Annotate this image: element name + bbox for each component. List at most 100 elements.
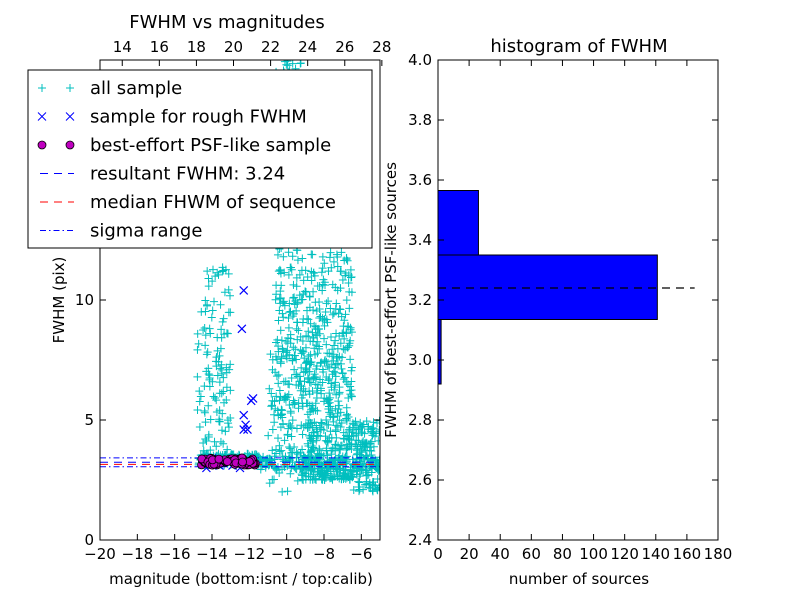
- all-sample-point: [338, 276, 347, 284]
- all-sample-point: [352, 454, 361, 463]
- all-sample-point: [213, 333, 222, 342]
- rough-sample-point: [237, 324, 247, 334]
- all-sample-point: [336, 339, 345, 348]
- all-sample-point: [304, 452, 313, 461]
- all-sample-point: [292, 380, 301, 389]
- all-sample-point: [213, 268, 222, 277]
- all-sample-point: [338, 369, 347, 378]
- rough-sample-point: [239, 425, 249, 435]
- scatter-y-tick-label: 0: [84, 531, 94, 549]
- all-sample-point: [270, 410, 279, 419]
- all-sample-point: [373, 474, 380, 483]
- all-sample-point: [206, 446, 215, 455]
- all-sample-point: [331, 440, 340, 449]
- all-sample-point: [302, 331, 311, 340]
- scatter-top-x-tick-label: 28: [372, 38, 391, 56]
- all-sample-point: [275, 396, 284, 405]
- all-sample-point: [335, 474, 344, 483]
- all-sample-point: [351, 417, 360, 426]
- all-sample-point: [320, 357, 329, 366]
- scatter-y-tick-label: 10: [75, 291, 94, 309]
- all-sample-point: [290, 300, 299, 309]
- all-sample-point: [330, 341, 339, 350]
- all-sample-point: [292, 355, 301, 364]
- all-sample-point: [284, 313, 293, 322]
- all-sample-point: [345, 304, 354, 313]
- all-sample-point: [224, 423, 233, 432]
- all-sample-point: [219, 266, 228, 275]
- all-sample-point: [208, 306, 217, 315]
- all-sample-point: [319, 275, 328, 284]
- all-sample-point: [199, 326, 208, 335]
- all-sample-point: [221, 427, 230, 436]
- all-sample-point: [317, 466, 326, 475]
- all-sample-point: [337, 267, 346, 276]
- all-sample-point: [349, 423, 358, 432]
- all-sample-point: [374, 436, 380, 445]
- all-sample-point: [324, 376, 333, 385]
- legend-cross-marker: [37, 112, 47, 121]
- all-sample-point: [296, 60, 305, 68]
- all-sample-point: [204, 401, 213, 410]
- all-sample-point: [341, 466, 350, 475]
- all-sample-point: [201, 435, 210, 444]
- all-sample-point: [326, 248, 335, 257]
- all-sample-point: [333, 470, 342, 479]
- all-sample-point: [217, 365, 226, 374]
- all-sample-point: [202, 350, 211, 359]
- all-sample-point: [205, 371, 214, 380]
- all-sample-point: [336, 445, 345, 454]
- all-sample-point: [352, 429, 361, 438]
- all-sample-point: [219, 439, 228, 448]
- all-sample-point: [305, 390, 314, 399]
- all-sample-point: [306, 319, 315, 328]
- all-sample-point: [293, 372, 302, 381]
- all-sample-point: [304, 419, 313, 428]
- all-sample-point: [195, 422, 204, 431]
- all-sample-point: [226, 291, 235, 300]
- histogram-x-tick-label: 40: [491, 545, 510, 563]
- all-sample-point: [193, 329, 202, 338]
- all-sample-point: [351, 459, 360, 468]
- all-sample-point: [297, 349, 306, 358]
- all-sample-point: [274, 316, 283, 325]
- all-sample-point: [332, 360, 341, 369]
- all-sample-point: [341, 269, 350, 278]
- all-sample-point: [216, 344, 225, 353]
- scatter-x-tick-label: −14: [196, 545, 228, 563]
- all-sample-point: [293, 256, 302, 265]
- all-sample-point: [290, 398, 299, 407]
- histogram-y-tick-label: 3.4: [408, 231, 432, 249]
- all-sample-point: [342, 255, 351, 264]
- histogram-y-tick-label: 3.8: [408, 111, 432, 129]
- all-sample-point: [220, 398, 229, 407]
- all-sample-point: [356, 450, 365, 459]
- all-sample-point: [319, 397, 328, 406]
- psf-sample-point: [214, 454, 224, 464]
- all-sample-point: [336, 359, 345, 368]
- all-sample-point: [270, 397, 279, 406]
- all-sample-point: [374, 483, 380, 492]
- scatter-y-tick-label: 5: [84, 411, 94, 429]
- all-sample-point: [267, 402, 276, 411]
- all-sample-point: [211, 393, 220, 402]
- all-sample-point: [357, 445, 366, 454]
- all-sample-point: [195, 397, 204, 406]
- all-sample-point: [315, 344, 324, 353]
- all-sample-point: [364, 439, 373, 448]
- all-sample-point: [308, 250, 317, 259]
- all-sample-point: [305, 367, 314, 376]
- histogram-x-tick-label: 140: [641, 545, 670, 563]
- all-sample-point: [294, 326, 303, 335]
- all-sample-point: [299, 368, 308, 377]
- all-sample-point: [268, 475, 277, 484]
- histogram-x-tick-label: 0: [433, 545, 443, 563]
- all-sample-point: [301, 287, 310, 296]
- scatter-x-tick-label: −18: [122, 545, 154, 563]
- all-sample-point: [349, 486, 358, 495]
- all-sample-point: [361, 466, 370, 475]
- scatter-x-tick-label: −10: [271, 545, 303, 563]
- scatter-x-tick-label: −8: [313, 545, 335, 563]
- all-sample-point: [216, 437, 225, 446]
- all-sample-point: [219, 314, 228, 323]
